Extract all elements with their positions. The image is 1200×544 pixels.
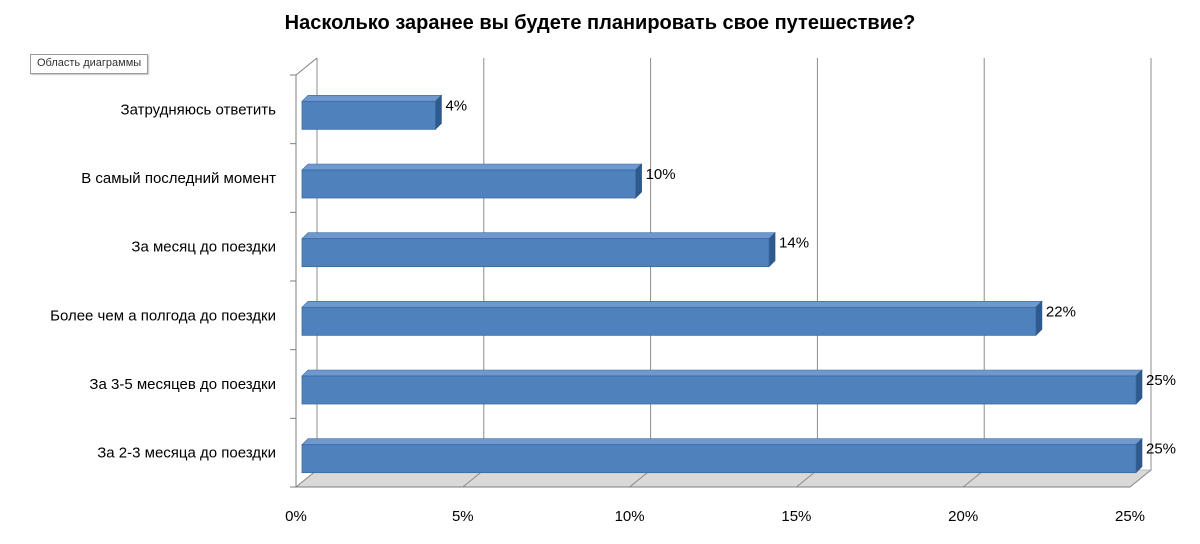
data-label: 10% [646, 166, 676, 183]
bar-top [301, 232, 776, 239]
data-label: 25% [1146, 372, 1176, 389]
x-tick-label: 5% [452, 508, 474, 525]
bar-top [301, 301, 1043, 308]
bar [301, 169, 637, 199]
category-label: В самый последний момент [81, 170, 276, 187]
bar-top [301, 95, 443, 102]
category-label: За 3-5 месяцев до поездки [89, 376, 276, 393]
x-tick-label: 10% [615, 508, 645, 525]
x-tick-label: 25% [1115, 508, 1145, 525]
bars [301, 94, 1143, 474]
bar-top [301, 438, 1143, 445]
category-label: Более чем а полгода до поездки [50, 307, 276, 324]
chart-title: Насколько заранее вы будете планировать … [284, 12, 916, 34]
data-label: 25% [1146, 441, 1176, 458]
bar [301, 306, 1037, 336]
chart-area-tooltip: Область диаграммы [30, 54, 149, 74]
category-label: За месяц до поездки [131, 239, 276, 256]
data-label: 14% [779, 235, 809, 252]
bar-side [435, 94, 442, 131]
x-tick-label: 15% [781, 508, 811, 525]
data-label: 4% [445, 97, 467, 114]
bar-side [1035, 300, 1043, 337]
bar-side [1135, 369, 1143, 405]
bar-side [768, 231, 776, 268]
floor-gridline [1129, 469, 1152, 488]
x-tick-label: 0% [285, 508, 307, 525]
bar-top [301, 163, 643, 171]
category-label: За 2-3 месяца до поездки [97, 445, 276, 462]
x-tick-label: 20% [948, 508, 978, 525]
bar [301, 238, 770, 268]
bar-side [1135, 437, 1143, 474]
bar-top [301, 369, 1143, 377]
bar [301, 100, 436, 130]
data-label: 22% [1046, 303, 1076, 320]
bar-side [635, 163, 642, 199]
y-axis-depth-line [295, 57, 318, 76]
category-label: Затрудняюсь ответить [121, 101, 277, 118]
bar [301, 444, 1137, 474]
axes [290, 57, 1130, 488]
bar [301, 375, 1137, 405]
labels: 4% Затрудняюсь ответить 10% В самый последн… [50, 97, 1176, 525]
